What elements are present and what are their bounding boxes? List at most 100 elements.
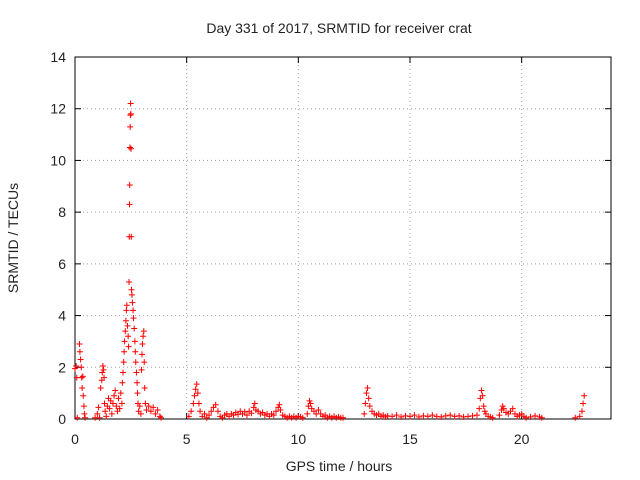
data-point <box>73 362 80 369</box>
data-point <box>139 351 145 358</box>
data-point <box>80 403 87 410</box>
data-point <box>241 408 248 415</box>
data-point <box>138 366 145 373</box>
data-point <box>306 397 313 404</box>
x-tick-label: 15 <box>402 431 418 447</box>
data-point <box>150 404 157 411</box>
data-point <box>315 406 322 413</box>
data-point <box>411 412 418 419</box>
data-point <box>125 333 132 340</box>
data-point <box>141 384 148 391</box>
data-point <box>128 233 135 240</box>
data-point <box>95 404 102 411</box>
data-point <box>130 315 137 322</box>
data-point <box>576 413 583 420</box>
data-point <box>126 278 133 285</box>
data-point <box>478 387 485 394</box>
data-point <box>480 403 487 410</box>
data-point <box>99 362 106 369</box>
data-point <box>130 307 137 314</box>
data-point <box>124 322 131 329</box>
data-point <box>157 414 164 421</box>
data-point <box>94 410 101 417</box>
data-point <box>581 392 588 399</box>
data-point <box>113 403 120 410</box>
data-point <box>248 410 255 417</box>
y-tick-label: 14 <box>50 49 66 65</box>
data-point <box>460 413 467 420</box>
data-point <box>120 359 127 366</box>
data-point <box>578 408 585 415</box>
data-point <box>393 412 400 419</box>
data-point <box>132 348 139 355</box>
data-point <box>118 400 125 407</box>
data-point <box>143 406 150 413</box>
data-point <box>447 412 454 419</box>
data-point <box>120 369 127 376</box>
data-point <box>96 414 103 421</box>
data-point <box>134 379 141 386</box>
data-point <box>78 364 85 371</box>
data-point <box>192 386 199 393</box>
data-point <box>509 405 516 412</box>
data-point <box>420 412 427 419</box>
data-point <box>191 392 198 399</box>
y-tick-label: 2 <box>58 359 66 375</box>
data-point <box>407 413 413 420</box>
x-tick-label: 20 <box>514 431 530 447</box>
data-point <box>126 144 133 151</box>
data-point <box>194 390 201 397</box>
data-point <box>489 414 496 421</box>
data-point <box>424 413 431 420</box>
data-point <box>307 400 314 407</box>
data-point <box>112 387 119 394</box>
data-point <box>212 401 219 408</box>
data-point <box>119 379 126 386</box>
data-points <box>72 100 588 421</box>
data-point <box>152 410 159 417</box>
data-point <box>277 406 284 413</box>
data-point <box>131 338 138 345</box>
data-point <box>72 365 78 372</box>
y-tick-label: 8 <box>58 204 66 220</box>
x-axis-ticks: 0 5 10 15 20 <box>71 57 530 447</box>
data-point <box>136 403 143 410</box>
data-point <box>141 359 148 366</box>
data-point <box>79 373 86 380</box>
data-point <box>361 410 368 417</box>
data-point <box>208 408 215 415</box>
data-point <box>129 299 136 306</box>
data-point <box>363 390 370 397</box>
data-point <box>126 181 133 188</box>
data-point <box>156 413 163 420</box>
data-point <box>123 302 130 309</box>
data-point <box>74 414 81 421</box>
data-point <box>389 413 396 420</box>
data-point <box>429 412 436 419</box>
data-point <box>474 412 480 419</box>
data-point <box>140 333 147 340</box>
data-point <box>365 395 372 402</box>
data-point <box>116 405 123 412</box>
data-point <box>137 410 144 417</box>
data-point <box>100 366 107 373</box>
data-point <box>481 408 488 415</box>
data-point <box>101 400 108 407</box>
data-point <box>122 328 129 335</box>
data-point <box>243 412 250 419</box>
y-tick-label: 12 <box>50 101 66 117</box>
data-point <box>109 400 116 407</box>
data-point <box>276 401 283 408</box>
y-tick-label: 0 <box>58 411 66 427</box>
data-point <box>195 400 202 407</box>
data-point <box>304 410 311 417</box>
data-point <box>496 412 503 419</box>
data-point <box>362 400 369 407</box>
data-point <box>451 413 458 420</box>
data-point <box>273 408 279 415</box>
data-point <box>235 411 242 418</box>
data-point <box>79 384 86 391</box>
data-point <box>128 291 135 298</box>
data-point <box>366 403 373 410</box>
